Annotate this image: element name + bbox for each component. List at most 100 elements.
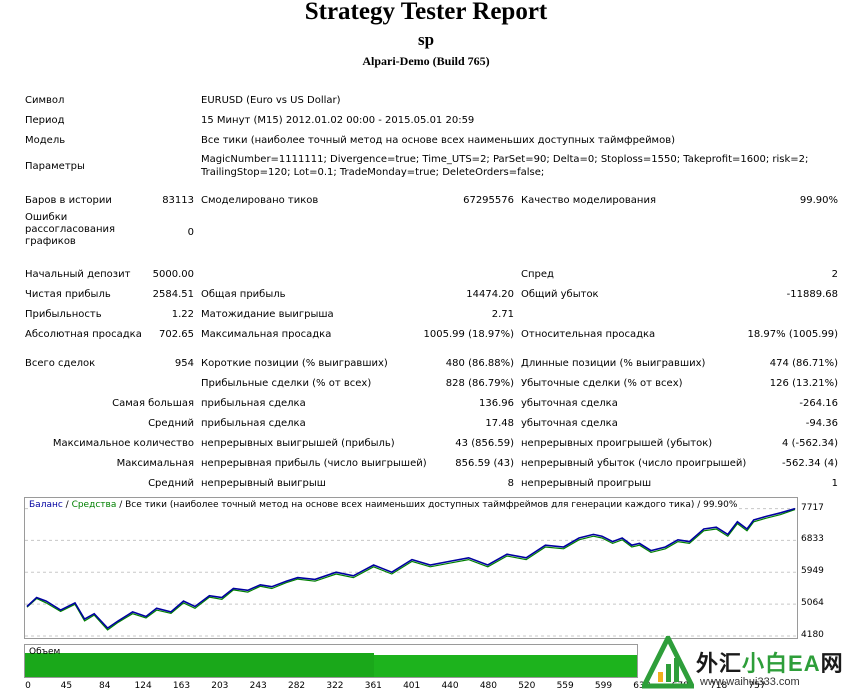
symbol-label: Символ: [25, 95, 65, 106]
errors-row: Ошибки рассогласования графиков 0: [0, 212, 852, 252]
avg-loss-value: -94.36: [805, 418, 838, 429]
volume-label: Объем: [29, 647, 61, 657]
x-tick-label: 243: [249, 681, 267, 691]
x-tick-label: 203: [211, 681, 229, 691]
x-tick-label: 599: [594, 681, 613, 691]
long-value: 474 (86.71%): [769, 358, 838, 369]
trades-row: Всего сделок 954 Короткие позиции (% выи…: [0, 357, 852, 371]
symbol-value: EURUSD (Euro vs US Dollar): [201, 95, 341, 106]
largest-row: Самая большая прибыльная сделка 136.96 у…: [0, 397, 852, 411]
symbol-row: Символ EURUSD (Euro vs US Dollar): [0, 94, 852, 108]
spread-value: 2: [831, 269, 838, 280]
avg-win-value: 17.48: [485, 418, 514, 429]
x-tick-label: 124: [134, 681, 152, 691]
maxcount-loss-value: 4 (-562.34): [782, 438, 838, 449]
x-tick-label: 163: [172, 681, 191, 691]
short-label: Короткие позиции (% выигравших): [201, 358, 388, 369]
deposit-row: Начальный депозит 5000.00 Спред 2: [0, 268, 852, 282]
payoff-label: Матожидание выигрыша: [201, 309, 334, 320]
avgcons-row: Средний непрерывный выигрыш 8 непрерывны…: [0, 477, 852, 491]
max-dd-value: 1005.99 (18.97%): [423, 329, 514, 340]
y-tick-label: 4180: [801, 630, 824, 640]
gross-loss-label: Общий убыток: [521, 289, 599, 300]
payoff-value: 2.71: [491, 309, 514, 320]
avgcons-loss-value: 1: [831, 478, 838, 489]
model-label: Модель: [25, 135, 66, 146]
equity-line: [26, 509, 796, 631]
params-label: Параметры: [25, 161, 85, 172]
rel-dd-label: Относительная просадка: [521, 329, 656, 340]
drawdown-row: Абсолютная просадка 702.65 Максимальная …: [0, 328, 852, 342]
ticks-value: 67295576: [463, 195, 514, 206]
bars-label: Баров в истории: [25, 195, 112, 206]
avg-label: Средний: [148, 418, 194, 429]
x-tick-label: 757: [748, 681, 766, 691]
trades-value: 954: [174, 358, 194, 369]
wm-b: 小白: [742, 651, 789, 676]
win-value: 828 (86.79%): [445, 378, 514, 389]
y-tick-label: 6833: [801, 534, 824, 545]
x-tick-label: 559: [556, 681, 574, 691]
avgcons-win-label: непрерывный выигрыш: [201, 478, 326, 489]
avgcons-win-value: 8: [507, 478, 514, 489]
pf-label: Прибыльность: [25, 309, 102, 320]
loss-label: Убыточные сделки (% от всех): [521, 378, 683, 389]
rel-dd-value: 18.97% (1005.99): [747, 329, 838, 340]
gross-profit-value: 14474.20: [466, 289, 514, 300]
largest-loss-value: -264.16: [799, 398, 838, 409]
trades-label: Всего сделок: [25, 358, 96, 369]
model-value: Все тики (наиболее точный метод на основ…: [201, 135, 676, 146]
bars-value: 83113: [162, 195, 194, 206]
maxcount-win-label: непрерывных выигрышей (прибыль): [201, 438, 395, 449]
maxcount-row: Максимальное количество непрерывных выиг…: [0, 437, 852, 451]
largest-win-label: прибыльная сделка: [201, 398, 306, 409]
gross-profit-label: Общая прибыль: [201, 289, 286, 300]
maxamt-win-value: 856.59 (43): [455, 458, 514, 469]
avgcons-label: Средний: [148, 478, 194, 489]
params-line1-row: MagicNumber=1111111; Divergence=true; Ti…: [0, 153, 852, 167]
x-tick-label: 480: [479, 681, 497, 691]
params-value-line1: MagicNumber=1111111; Divergence=true; Ti…: [201, 154, 809, 165]
maxamt-win-label: непрерывная прибыль (число выигрышей): [201, 458, 427, 469]
report-subtitle: sp: [417, 30, 435, 49]
y-tick-label: 5949: [801, 566, 824, 577]
report-server: Alpari-Demo (Build 765): [362, 54, 490, 68]
report-title: Strategy Tester Report: [304, 0, 548, 25]
errors-label: Ошибки рассогласования графиков: [25, 212, 116, 247]
net-row: Чистая прибыль 2584.51 Общая прибыль 144…: [0, 288, 852, 302]
x-tick-label: 440: [441, 681, 459, 691]
deposit-value: 5000.00: [152, 269, 194, 280]
deposit-label: Начальный депозит: [25, 269, 131, 280]
maxcount-label: Максимальное количество: [52, 438, 194, 449]
spread-label: Спред: [521, 269, 554, 280]
chart-caption: Баланс / Средства / Все тики (наиболее т…: [29, 500, 738, 510]
ticks-label: Смоделировано тиков: [201, 195, 319, 206]
wm-a: 外汇: [696, 651, 743, 676]
x-tick-label: 520: [518, 681, 536, 691]
legend-sep: /: [62, 500, 72, 510]
loss-value: 126 (13.21%): [769, 378, 838, 389]
short-value: 480 (86.88%): [445, 358, 514, 369]
avg-loss-label: убыточная сделка: [521, 418, 618, 429]
y-tick-label: 5064: [801, 598, 824, 609]
abs-dd-value: 702.65: [159, 329, 194, 340]
params-value-line2: TrailingStop=120; Lot=0.1; TradeMonday=t…: [201, 167, 545, 178]
maxamt-loss-value: -562.34 (4): [782, 458, 838, 469]
x-tick-label: 401: [403, 681, 421, 691]
balance-line: [26, 507, 796, 630]
maxcount-loss-label: непрерывных проигрышей (убыток): [521, 438, 713, 449]
watermark-url: www.waihui333.com: [700, 676, 800, 688]
avg-row: Средний прибыльная сделка 17.48 убыточна…: [0, 417, 852, 431]
max-dd-label: Максимальная просадка: [201, 329, 332, 340]
x-tick-label: 45: [60, 681, 73, 691]
pf-row: Прибыльность 1.22 Матожидание выигрыша 2…: [0, 308, 852, 322]
net-label: Чистая прибыль: [25, 289, 111, 300]
largest-win-value: 136.96: [479, 398, 514, 409]
maxamt-loss-label: непрерывный убыток (число проигрышей): [521, 458, 747, 469]
largest-loss-label: убыточная сделка: [521, 398, 618, 409]
win-label: Прибыльные сделки (% от всех): [201, 378, 372, 389]
abs-dd-label: Абсолютная просадка: [25, 329, 142, 340]
x-tick-label: 322: [326, 681, 344, 691]
watermark: 外汇小白EA网 www.waihui333.com: [640, 634, 852, 694]
wm-d: 网: [820, 651, 844, 676]
